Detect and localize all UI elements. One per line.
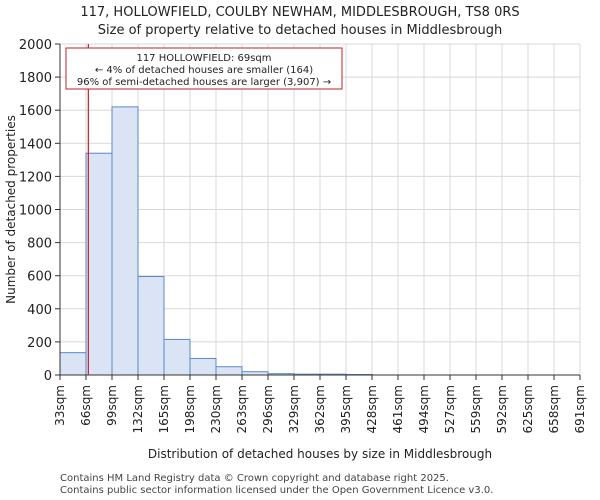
x-tick-label: 99sqm	[105, 385, 119, 426]
x-tick-label: 165sqm	[157, 385, 171, 433]
y-tick-label: 0	[44, 369, 52, 384]
x-tick-label: 395sqm	[339, 385, 353, 433]
x-axis-title: Distribution of detached houses by size …	[148, 447, 492, 461]
x-tick-label: 691sqm	[573, 385, 587, 433]
x-tick-label: 263sqm	[235, 385, 249, 433]
y-tick-label: 1600	[19, 104, 52, 119]
y-axis-title: Number of detached properties	[4, 115, 18, 304]
annotation-box	[65, 47, 343, 90]
x-tick-label: 230sqm	[209, 385, 223, 433]
x-tick-label: 658sqm	[547, 385, 561, 433]
x-tick-label: 296sqm	[261, 385, 275, 433]
y-tick-label: 600	[27, 270, 52, 285]
histogram-bar	[137, 276, 165, 376]
histogram-bar	[85, 152, 113, 376]
x-tick-label: 494sqm	[417, 385, 431, 433]
histogram-bar	[59, 352, 87, 376]
x-tick-label: 132sqm	[131, 385, 145, 433]
y-tick-label: 1200	[19, 170, 52, 185]
footer-line-2: Contains public sector information licen…	[60, 485, 494, 496]
x-tick-label: 362sqm	[313, 385, 327, 433]
footer-line-1: Contains HM Land Registry data © Crown c…	[60, 473, 449, 484]
x-tick-label: 625sqm	[521, 385, 535, 433]
chart-subtitle: Size of property relative to detached ho…	[97, 23, 503, 38]
annotation-line-1: 117 HOLLOWFIELD: 69sqm	[136, 53, 271, 64]
annotation-line-2: ← 4% of detached houses are smaller (164…	[95, 65, 313, 76]
y-tick-label: 1800	[19, 71, 52, 86]
x-tick-label: 592sqm	[495, 385, 509, 433]
chart-title: 117, HOLLOWFIELD, COULBY NEWHAM, MIDDLES…	[80, 5, 520, 20]
x-tick-label: 198sqm	[183, 385, 197, 433]
x-tick-label: 428sqm	[365, 385, 379, 433]
x-tick-label: 329sqm	[287, 385, 301, 433]
y-tick-label: 2000	[19, 38, 52, 53]
histogram-bar	[111, 106, 139, 376]
y-tick-label: 1400	[19, 137, 52, 152]
x-tick-label: 559sqm	[469, 385, 483, 433]
histogram-bar	[189, 357, 217, 376]
y-tick-label: 200	[27, 336, 52, 351]
y-tick-label: 400	[27, 303, 52, 318]
annotation-line-3: 96% of semi-detached houses are larger (…	[77, 77, 331, 88]
x-tick-label: 33sqm	[53, 385, 67, 426]
y-tick-label: 1000	[19, 204, 52, 219]
x-tick-label: 527sqm	[443, 385, 457, 433]
x-tick-label: 66sqm	[79, 385, 93, 426]
histogram-bar	[163, 338, 191, 376]
x-tick-label: 461sqm	[391, 385, 405, 433]
y-tick-label: 800	[27, 237, 52, 252]
histogram-bar	[215, 366, 243, 376]
